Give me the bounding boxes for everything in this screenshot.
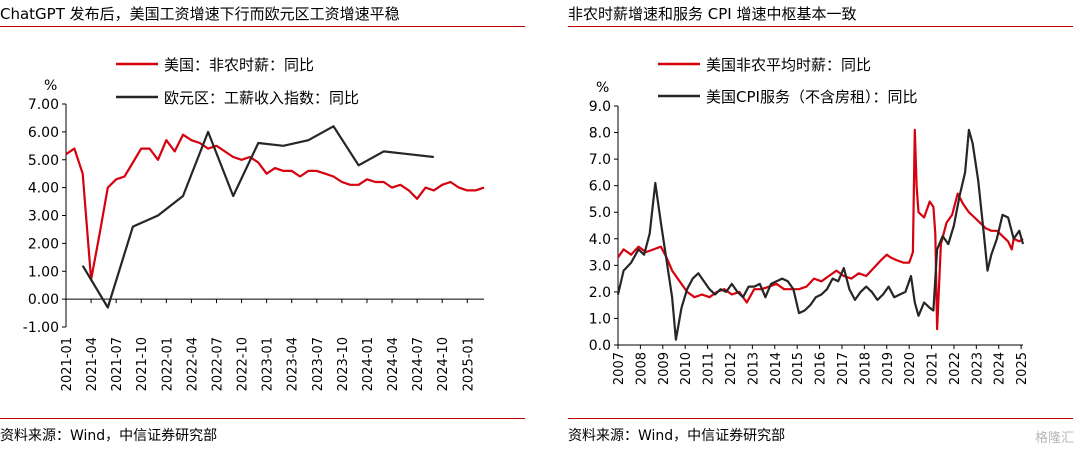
left-x-tick-label: 2025-01	[461, 337, 476, 391]
left-title-rule	[0, 26, 525, 27]
right-x-tick-label: 2012	[724, 352, 739, 385]
right-y-unit-label: %	[596, 80, 609, 96]
right-source-note: 资料来源：Wind，中信证券研究部	[568, 428, 786, 444]
right-x-tick-label: 2010	[679, 352, 694, 385]
right-y-tick-label: 5.0	[589, 205, 611, 221]
right-y-tick-label: 4.0	[589, 232, 611, 248]
right-x-tick-label: 2011	[702, 352, 717, 385]
left-line-chart: % -1.00 0.00 1.00 2.00 3.00 4.00 5.00 6.00 7.00 20…	[23, 56, 485, 391]
right-x-tick-label: 2013	[746, 352, 761, 385]
left-y-tick-label: 4.00	[28, 181, 59, 197]
left-y-tick-label: 7.00	[28, 97, 59, 113]
right-x-tick-label: 2021	[926, 352, 941, 385]
left-y-tick-label: 3.00	[28, 209, 59, 225]
right-x-tick-label: 2016	[814, 352, 829, 385]
right-x-tick-label: 2024	[993, 352, 1008, 385]
right-x-tick-label: 2018	[858, 352, 873, 385]
left-x-tick-label: 2021-01	[60, 337, 75, 391]
left-x-tick-label: 2022-07	[210, 337, 225, 391]
right-y-tick-label: 0.0	[589, 338, 611, 354]
left-x-tick-label: 2023-04	[286, 337, 301, 391]
right-y-tick-label: 6.0	[589, 179, 611, 195]
right-y-tick-label: 9.0	[589, 99, 611, 115]
right-x-tick-label: 2007	[612, 352, 627, 385]
left-x-tick-label: 2021-07	[110, 337, 125, 391]
left-legend-label-2: 欧元区：工薪收入指数：同比	[164, 89, 359, 107]
right-series-line-2	[616, 128, 1025, 341]
left-x-tick-label: 2023-10	[336, 337, 351, 391]
right-x-tick-label: 2025	[1015, 352, 1030, 385]
left-y-tick-label: -1.00	[23, 320, 59, 336]
left-x-tick-label: 2021-10	[135, 337, 150, 391]
right-series-line-1	[617, 128, 1024, 331]
right-x-tick-label: 2020	[903, 352, 918, 385]
left-y-tick-label: 1.00	[28, 264, 59, 280]
left-x-tick-label: 2022-10	[236, 337, 251, 391]
left-x-tick-label: 2024-07	[411, 337, 426, 391]
right-line-chart: % 0.0 1.0 2.0 3.0 4.0 5.0 6.0 7.0 8.0 9.0 2007 2008 2…	[589, 56, 1030, 385]
left-y-tick-label: 6.00	[28, 125, 59, 141]
left-x-tick-label: 2022-04	[185, 337, 200, 391]
right-chart-title: 非农时薪增速和服务 CPI 增速中枢基本一致	[568, 5, 857, 23]
right-x-tick-label: 2023	[970, 352, 985, 385]
left-x-tick-label: 2023-07	[311, 337, 326, 391]
left-y-tick-label: 2.00	[28, 236, 59, 252]
left-legend-label-1: 美国：非农时薪：同比	[164, 56, 314, 74]
right-source-rule	[568, 418, 1073, 419]
left-x-tick-label: 2024-04	[386, 337, 401, 391]
left-x-tick-label: 2024-01	[361, 337, 376, 391]
right-x-tick-label: 2017	[836, 352, 851, 385]
left-y-unit-label: %	[44, 78, 57, 94]
right-x-tick-label: 2022	[948, 352, 963, 385]
left-series-line-1	[65, 133, 485, 281]
right-title-rule	[568, 26, 1073, 27]
left-x-tick-label: 2024-10	[436, 337, 451, 391]
left-source-rule	[0, 418, 525, 419]
right-x-tick-label: 2008	[634, 352, 649, 385]
right-y-tick-label: 7.0	[589, 152, 611, 168]
right-legend-label-1: 美国非农平均时薪：同比	[706, 56, 871, 74]
right-y-tick-label: 2.0	[589, 285, 611, 301]
right-chart-panel: 非农时薪增速和服务 CPI 增速中枢基本一致 % 0.0 1.0 2.0 3.0 4.0 5…	[568, 0, 1080, 450]
left-series-line-2	[81, 125, 434, 309]
left-x-tick-label: 2022-01	[160, 337, 175, 391]
right-legend-label-2: 美国CPI服务（不含房租）：同比	[706, 88, 917, 106]
right-y-tick-label: 3.0	[589, 258, 611, 274]
left-chart-title: ChatGPT 发布后，美国工资增速下行而欧元区工资增速平稳	[0, 5, 400, 23]
right-x-tick-label: 2014	[769, 352, 784, 385]
right-x-tick-label: 2009	[657, 352, 672, 385]
left-y-tick-label: 0.00	[28, 292, 59, 308]
left-y-tick-label: 5.00	[28, 153, 59, 169]
left-x-tick-label: 2021-04	[85, 337, 100, 391]
right-x-tick-label: 2019	[881, 352, 896, 385]
left-source-note: 资料来源：Wind，中信证券研究部	[0, 428, 218, 444]
right-y-tick-label: 1.0	[589, 311, 611, 327]
right-x-tick-label: 2015	[791, 352, 806, 385]
left-x-tick-label: 2023-01	[261, 337, 276, 391]
right-y-tick-label: 8.0	[589, 126, 611, 142]
left-chart-panel: ChatGPT 发布后，美国工资增速下行而欧元区工资增速平稳 % -1.00 0.0…	[0, 0, 530, 450]
watermark-logo-text: 格隆汇	[1034, 431, 1074, 446]
